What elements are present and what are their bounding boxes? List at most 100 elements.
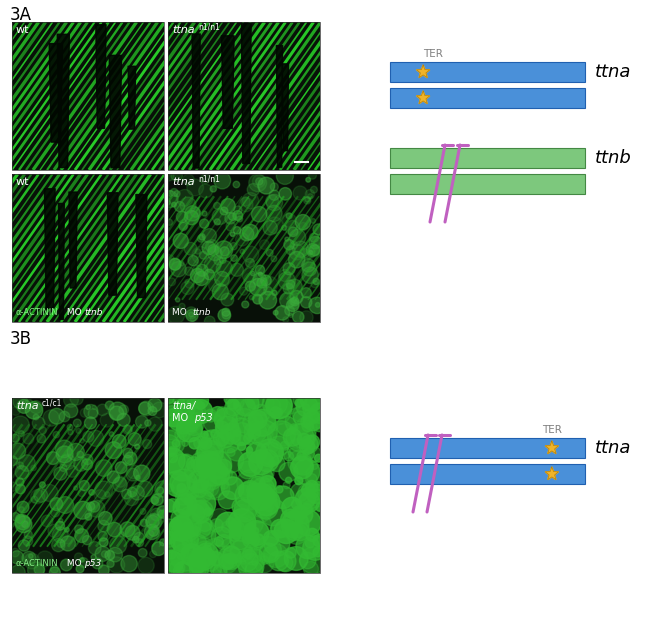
Circle shape [74, 486, 78, 490]
Circle shape [239, 198, 253, 212]
Circle shape [292, 311, 304, 323]
Circle shape [13, 394, 27, 409]
Circle shape [203, 413, 223, 433]
Circle shape [306, 177, 311, 182]
Circle shape [277, 417, 296, 436]
Circle shape [205, 459, 211, 465]
Circle shape [283, 214, 296, 227]
Circle shape [160, 448, 185, 473]
Circle shape [298, 483, 320, 505]
Circle shape [248, 533, 265, 550]
Circle shape [203, 450, 231, 478]
Circle shape [181, 531, 198, 548]
Circle shape [85, 514, 92, 520]
Circle shape [284, 452, 294, 461]
Circle shape [37, 434, 46, 443]
Circle shape [291, 512, 304, 524]
Circle shape [157, 487, 164, 494]
Circle shape [178, 429, 187, 438]
Circle shape [179, 261, 184, 266]
Bar [12, 398, 164, 573]
Circle shape [200, 251, 207, 259]
Circle shape [291, 297, 299, 306]
Circle shape [51, 565, 58, 573]
Circle shape [120, 522, 135, 537]
Circle shape [180, 487, 196, 503]
Circle shape [95, 546, 110, 561]
Circle shape [77, 451, 83, 457]
Circle shape [188, 489, 216, 517]
Circle shape [242, 268, 257, 282]
Circle shape [274, 519, 298, 544]
Circle shape [244, 433, 255, 444]
Circle shape [53, 431, 59, 438]
Circle shape [313, 224, 324, 235]
Circle shape [138, 549, 147, 557]
Circle shape [268, 460, 275, 467]
Circle shape [268, 436, 289, 456]
Circle shape [210, 508, 229, 528]
Circle shape [190, 551, 216, 577]
Circle shape [303, 247, 315, 259]
Circle shape [68, 429, 73, 435]
Circle shape [162, 538, 188, 565]
Circle shape [184, 242, 197, 255]
Circle shape [293, 507, 301, 514]
Circle shape [17, 462, 23, 469]
Circle shape [181, 544, 203, 566]
Circle shape [253, 420, 278, 445]
Circle shape [191, 392, 209, 409]
Circle shape [269, 190, 280, 200]
Circle shape [196, 560, 204, 568]
Circle shape [211, 527, 231, 547]
Circle shape [115, 476, 126, 487]
Circle shape [285, 237, 289, 241]
Circle shape [295, 399, 304, 407]
Circle shape [10, 551, 23, 564]
Circle shape [266, 393, 292, 419]
Bar [390, 464, 585, 484]
Circle shape [303, 449, 315, 459]
Circle shape [302, 484, 315, 496]
Circle shape [10, 443, 26, 459]
Circle shape [270, 443, 278, 452]
Circle shape [289, 227, 298, 237]
Circle shape [262, 276, 278, 292]
Circle shape [123, 426, 132, 434]
Circle shape [179, 454, 194, 470]
Circle shape [179, 222, 187, 230]
Circle shape [30, 401, 43, 413]
Circle shape [212, 209, 228, 225]
Circle shape [272, 486, 294, 508]
Circle shape [185, 459, 208, 483]
Circle shape [287, 439, 309, 461]
Circle shape [83, 431, 94, 442]
Circle shape [195, 445, 218, 467]
Circle shape [278, 272, 295, 290]
Circle shape [259, 292, 277, 309]
Circle shape [201, 452, 227, 479]
Circle shape [78, 489, 85, 496]
Circle shape [16, 484, 25, 494]
Circle shape [245, 281, 255, 292]
Circle shape [304, 561, 318, 576]
Circle shape [22, 551, 36, 565]
Circle shape [276, 486, 283, 493]
Circle shape [191, 500, 213, 523]
Circle shape [216, 416, 239, 440]
Circle shape [109, 402, 127, 420]
Circle shape [168, 453, 190, 475]
Circle shape [250, 490, 278, 518]
Circle shape [275, 306, 289, 320]
Circle shape [292, 406, 308, 422]
Circle shape [97, 404, 109, 415]
Circle shape [240, 226, 254, 241]
Text: ttna: ttna [595, 439, 631, 457]
Circle shape [59, 412, 70, 422]
Circle shape [88, 542, 101, 554]
Circle shape [230, 422, 253, 445]
Circle shape [315, 302, 320, 308]
Circle shape [261, 484, 276, 500]
Circle shape [255, 265, 265, 274]
Circle shape [214, 256, 223, 265]
